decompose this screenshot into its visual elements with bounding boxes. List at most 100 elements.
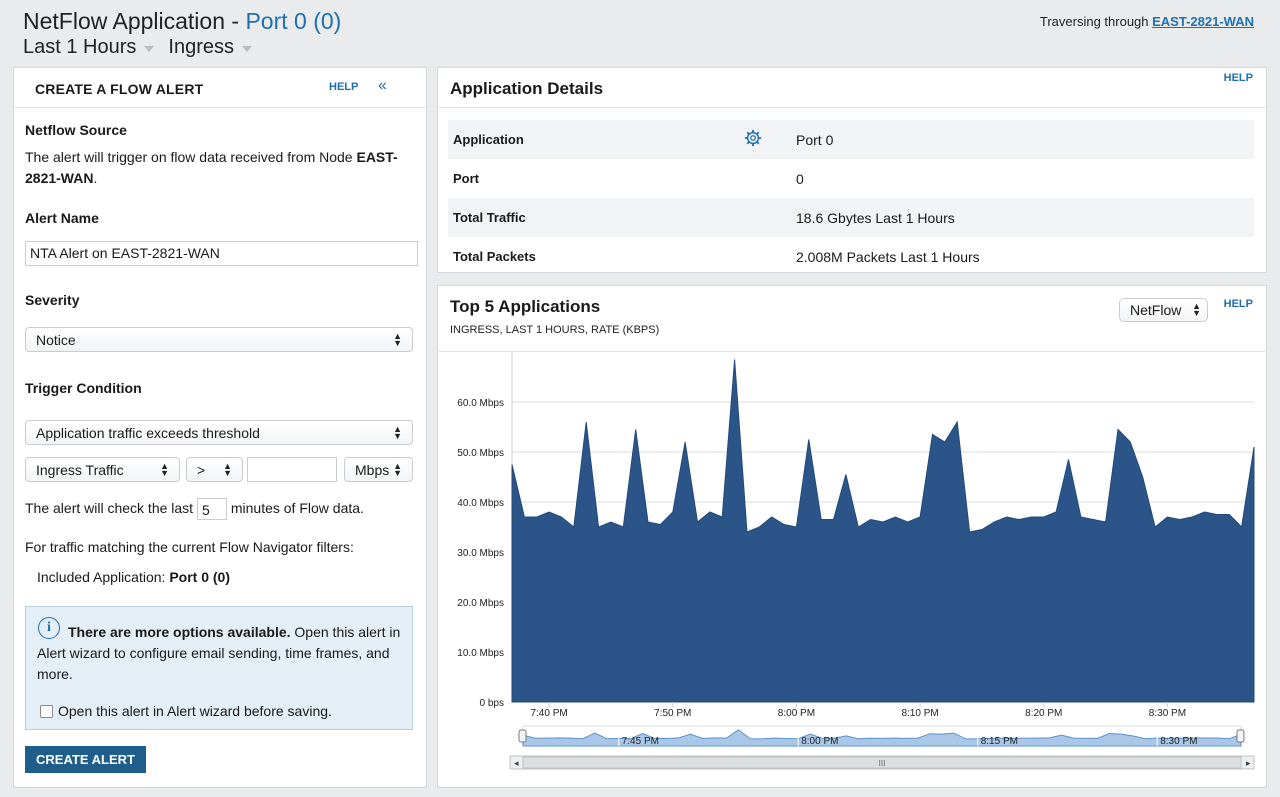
- details-key: Total Traffic: [453, 210, 526, 225]
- navigator-tick-label: 8:30 PM: [1160, 736, 1197, 747]
- source-text: The alert will trigger on flow data rece…: [25, 149, 353, 165]
- info-bold: There are more options available.: [68, 624, 291, 640]
- included-value: Port 0 (0): [169, 569, 231, 585]
- open-wizard-label: Open this alert in Alert wizard before s…: [58, 703, 332, 719]
- navigator-left-handle[interactable]: [518, 729, 527, 743]
- check-prefix: The alert will check the last: [25, 500, 194, 516]
- chevron-down-icon: [144, 46, 155, 52]
- select-arrows-icon: ▲ ▼: [223, 460, 232, 478]
- details-row: Total Traffic 18.6 Gbytes Last 1 Hours: [448, 198, 1254, 237]
- top5-title: Top 5 Applications: [450, 297, 601, 316]
- traffic-direction-value: Ingress Traffic: [36, 461, 124, 478]
- page-title-text: NetFlow Application -: [23, 8, 246, 34]
- included-label: Included Application:: [37, 569, 170, 585]
- top5-subtitle: INGRESS, LAST 1 HOURS, RATE (KBPS): [450, 324, 660, 336]
- netflow-source-text: The alert will trigger on flow data rece…: [25, 147, 415, 189]
- y-tick-label: 10.0 Mbps: [457, 648, 504, 659]
- traversing-info: Traversing through EAST-2821-WAN: [1040, 14, 1254, 29]
- select-arrows-icon: ▲ ▼: [160, 460, 169, 478]
- page-title-application: Port 0 (0): [245, 8, 342, 34]
- trigger-condition-select[interactable]: Application traffic exceeds threshold ▲ ▼: [25, 420, 413, 445]
- scroll-right-arrow-icon[interactable]: ▸: [1246, 758, 1251, 768]
- traversing-node-link[interactable]: EAST-2821-WAN: [1152, 14, 1254, 29]
- open-wizard-checkbox[interactable]: [40, 704, 53, 718]
- unit-select[interactable]: Mbps ▲ ▼: [344, 457, 413, 482]
- navigator-tick-label: 8:00 PM: [801, 736, 838, 747]
- x-tick-label: 8:20 PM: [1025, 708, 1062, 719]
- alert-name-input[interactable]: NTA Alert on EAST-2821-WAN: [25, 241, 418, 266]
- navigator-tick-label: 7:45 PM: [622, 736, 659, 747]
- info-body: Open this alert in Alert wizard to confi…: [37, 624, 401, 682]
- trigger-condition-label: Trigger Condition: [25, 380, 142, 396]
- top5-applications-panel: Top 5 Applications INGRESS, LAST 1 HOURS…: [437, 285, 1267, 788]
- scroll-grip-icon: III: [879, 759, 886, 768]
- create-alert-button[interactable]: CREATE ALERT: [25, 746, 146, 773]
- direction-dropdown[interactable]: Ingress: [168, 36, 252, 59]
- details-value: 0: [796, 170, 804, 187]
- panel-header: CREATE A FLOW ALERT HELP «: [14, 68, 426, 108]
- y-tick-label: 30.0 Mbps: [457, 548, 504, 559]
- operator-value: >: [197, 461, 206, 478]
- gear-icon[interactable]: [744, 129, 762, 147]
- select-arrows-icon: ▲ ▼: [393, 330, 402, 348]
- traffic-area-series: [511, 359, 1255, 703]
- direction-label: Ingress: [168, 36, 234, 58]
- open-wizard-option: Open this alert in Alert wizard before s…: [40, 703, 332, 719]
- details-key: Port: [453, 171, 479, 186]
- y-tick-label: 0 bps: [480, 698, 504, 709]
- operator-select[interactable]: > ▲ ▼: [186, 457, 243, 482]
- details-help-link[interactable]: HELP: [1223, 72, 1253, 84]
- included-application: Included Application: Port 0 (0): [37, 567, 230, 588]
- matching-filters-text: For traffic matching the current Flow Na…: [25, 539, 354, 555]
- details-key: Application: [453, 132, 524, 147]
- x-tick-label: 7:50 PM: [654, 708, 691, 719]
- application-details-panel: Application Details HELP Application Por…: [437, 67, 1267, 273]
- check-minutes-input[interactable]: 5: [196, 498, 227, 521]
- divider: [438, 351, 1266, 352]
- scroll-left-arrow-icon[interactable]: ◂: [514, 758, 519, 768]
- y-tick-label: 20.0 Mbps: [457, 598, 504, 609]
- flow-source-value: NetFlow: [1130, 302, 1182, 318]
- x-tick-label: 8:30 PM: [1149, 708, 1186, 719]
- navigator-right-handle[interactable]: [1236, 729, 1245, 743]
- navigator-tick-label: 8:15 PM: [981, 736, 1018, 747]
- unit-value: Mbps: [355, 461, 390, 478]
- traversing-label: Traversing through: [1039, 14, 1153, 29]
- info-icon: i: [38, 617, 60, 639]
- check-period-text: The alert will check the last 5 minutes …: [25, 498, 364, 521]
- details-row: Port 0: [448, 159, 1254, 198]
- top5-help-link[interactable]: HELP: [1223, 298, 1253, 310]
- details-row: Application Port 0: [448, 120, 1254, 159]
- source-suffix: .: [93, 170, 98, 186]
- severity-select[interactable]: Notice ▲ ▼: [25, 327, 413, 352]
- page-title: NetFlow Application - Port 0 (0): [23, 8, 341, 35]
- traffic-direction-select[interactable]: Ingress Traffic ▲ ▼: [25, 457, 180, 482]
- select-arrows-icon: ▲ ▼: [393, 460, 402, 478]
- netflow-source-label: Netflow Source: [25, 122, 127, 138]
- alert-name-label: Alert Name: [25, 210, 99, 226]
- details-row: Total Packets 2.008M Packets Last 1 Hour…: [448, 237, 1254, 276]
- details-value: Port 0: [796, 131, 834, 148]
- select-arrows-icon: ▲ ▼: [393, 423, 402, 441]
- details-value: 2.008M Packets Last 1 Hours: [796, 248, 980, 265]
- help-link[interactable]: HELP: [329, 81, 359, 93]
- details-value: 18.6 Gbytes Last 1 Hours: [796, 209, 955, 226]
- threshold-input[interactable]: [247, 457, 337, 482]
- panel-heading: CREATE A FLOW ALERT: [35, 81, 204, 97]
- x-tick-label: 8:10 PM: [901, 708, 938, 719]
- time-period-label: Last 1 Hours: [23, 36, 137, 58]
- details-key: Total Packets: [453, 249, 536, 264]
- source-node: EAST-2821-WAN: [25, 149, 398, 186]
- navigator-scroll-thumb[interactable]: [522, 756, 1242, 769]
- x-tick-label: 7:40 PM: [530, 708, 567, 719]
- x-tick-label: 8:00 PM: [778, 708, 815, 719]
- time-period-dropdown[interactable]: Last 1 Hours: [23, 36, 155, 59]
- severity-label: Severity: [25, 292, 80, 308]
- details-title: Application Details: [450, 79, 604, 98]
- collapse-icon[interactable]: «: [378, 77, 387, 94]
- flow-source-select[interactable]: NetFlow ▲ ▼: [1119, 298, 1208, 322]
- chevron-down-icon: [241, 46, 252, 52]
- check-suffix: minutes of Flow data.: [230, 500, 364, 516]
- trigger-condition-value: Application traffic exceeds threshold: [36, 424, 260, 441]
- severity-value: Notice: [36, 331, 76, 348]
